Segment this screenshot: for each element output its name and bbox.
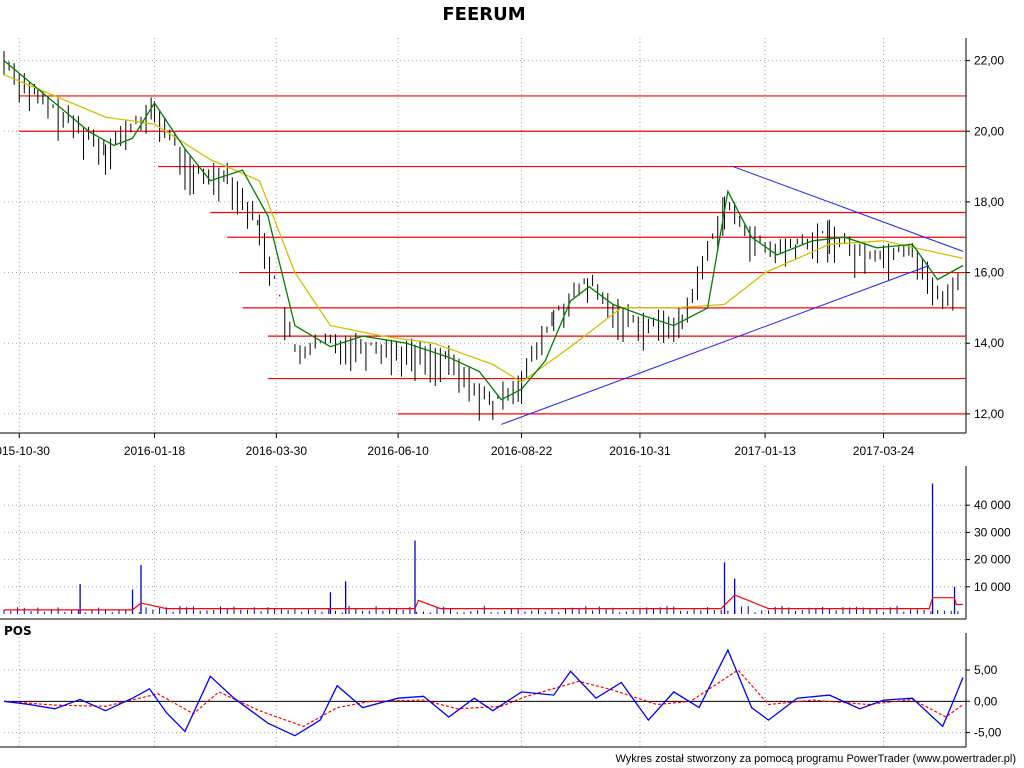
volume-tick-label: 40 000 bbox=[974, 498, 1011, 512]
date-tick-label: 2015-10-30 bbox=[0, 444, 50, 458]
date-tick-label: 2017-01-13 bbox=[734, 444, 796, 458]
date-tick-label: 2016-03-30 bbox=[246, 444, 308, 458]
short-moving-average-line bbox=[3, 60, 964, 401]
date-tick-label: 2017-03-24 bbox=[853, 444, 915, 458]
date-tick-label: 2016-06-10 bbox=[367, 444, 429, 458]
pos-tick-label: 5,00 bbox=[974, 663, 998, 677]
long-moving-average-line bbox=[3, 74, 964, 383]
date-tick-label: 2016-01-18 bbox=[124, 444, 186, 458]
price-tick-label: 18,00 bbox=[974, 195, 1004, 209]
pos-line bbox=[3, 648, 964, 737]
volume-average-line bbox=[4, 594, 963, 611]
pos-panel: 5,00 0,00 -5,00 POS bbox=[0, 624, 1002, 748]
price-tick-label: 14,00 bbox=[974, 336, 1004, 350]
price-panel: 22,00 20,00 18,00 16,00 14,00 12,00 2015-10-30… bbox=[0, 38, 1004, 458]
chart-title: FEERUM bbox=[442, 4, 525, 25]
price-tick-label: 22,00 bbox=[974, 54, 1004, 68]
volume-tick-label: 10 000 bbox=[974, 580, 1011, 594]
footer-credit: Wykres został stworzony za pomocą progra… bbox=[615, 753, 1016, 765]
price-tick-label: 20,00 bbox=[974, 124, 1004, 138]
volume-panel: 40 000 30 000 20 000 10 000 bbox=[0, 466, 1011, 620]
pos-tick-label: -5,00 bbox=[974, 726, 1002, 740]
price-tick-label: 12,00 bbox=[974, 407, 1004, 421]
pos-tick-label: 0,00 bbox=[974, 694, 998, 708]
volume-tick-label: 30 000 bbox=[974, 525, 1011, 539]
price-tick-label: 16,00 bbox=[974, 266, 1004, 280]
date-tick-label: 2016-08-22 bbox=[491, 444, 553, 458]
pos-signal-line bbox=[3, 669, 964, 728]
trend-line bbox=[501, 265, 930, 425]
pos-panel-label: POS bbox=[4, 624, 32, 638]
trend-line bbox=[732, 166, 964, 252]
volume-tick-label: 20 000 bbox=[974, 553, 1011, 567]
date-tick-label: 2016-10-31 bbox=[609, 444, 671, 458]
